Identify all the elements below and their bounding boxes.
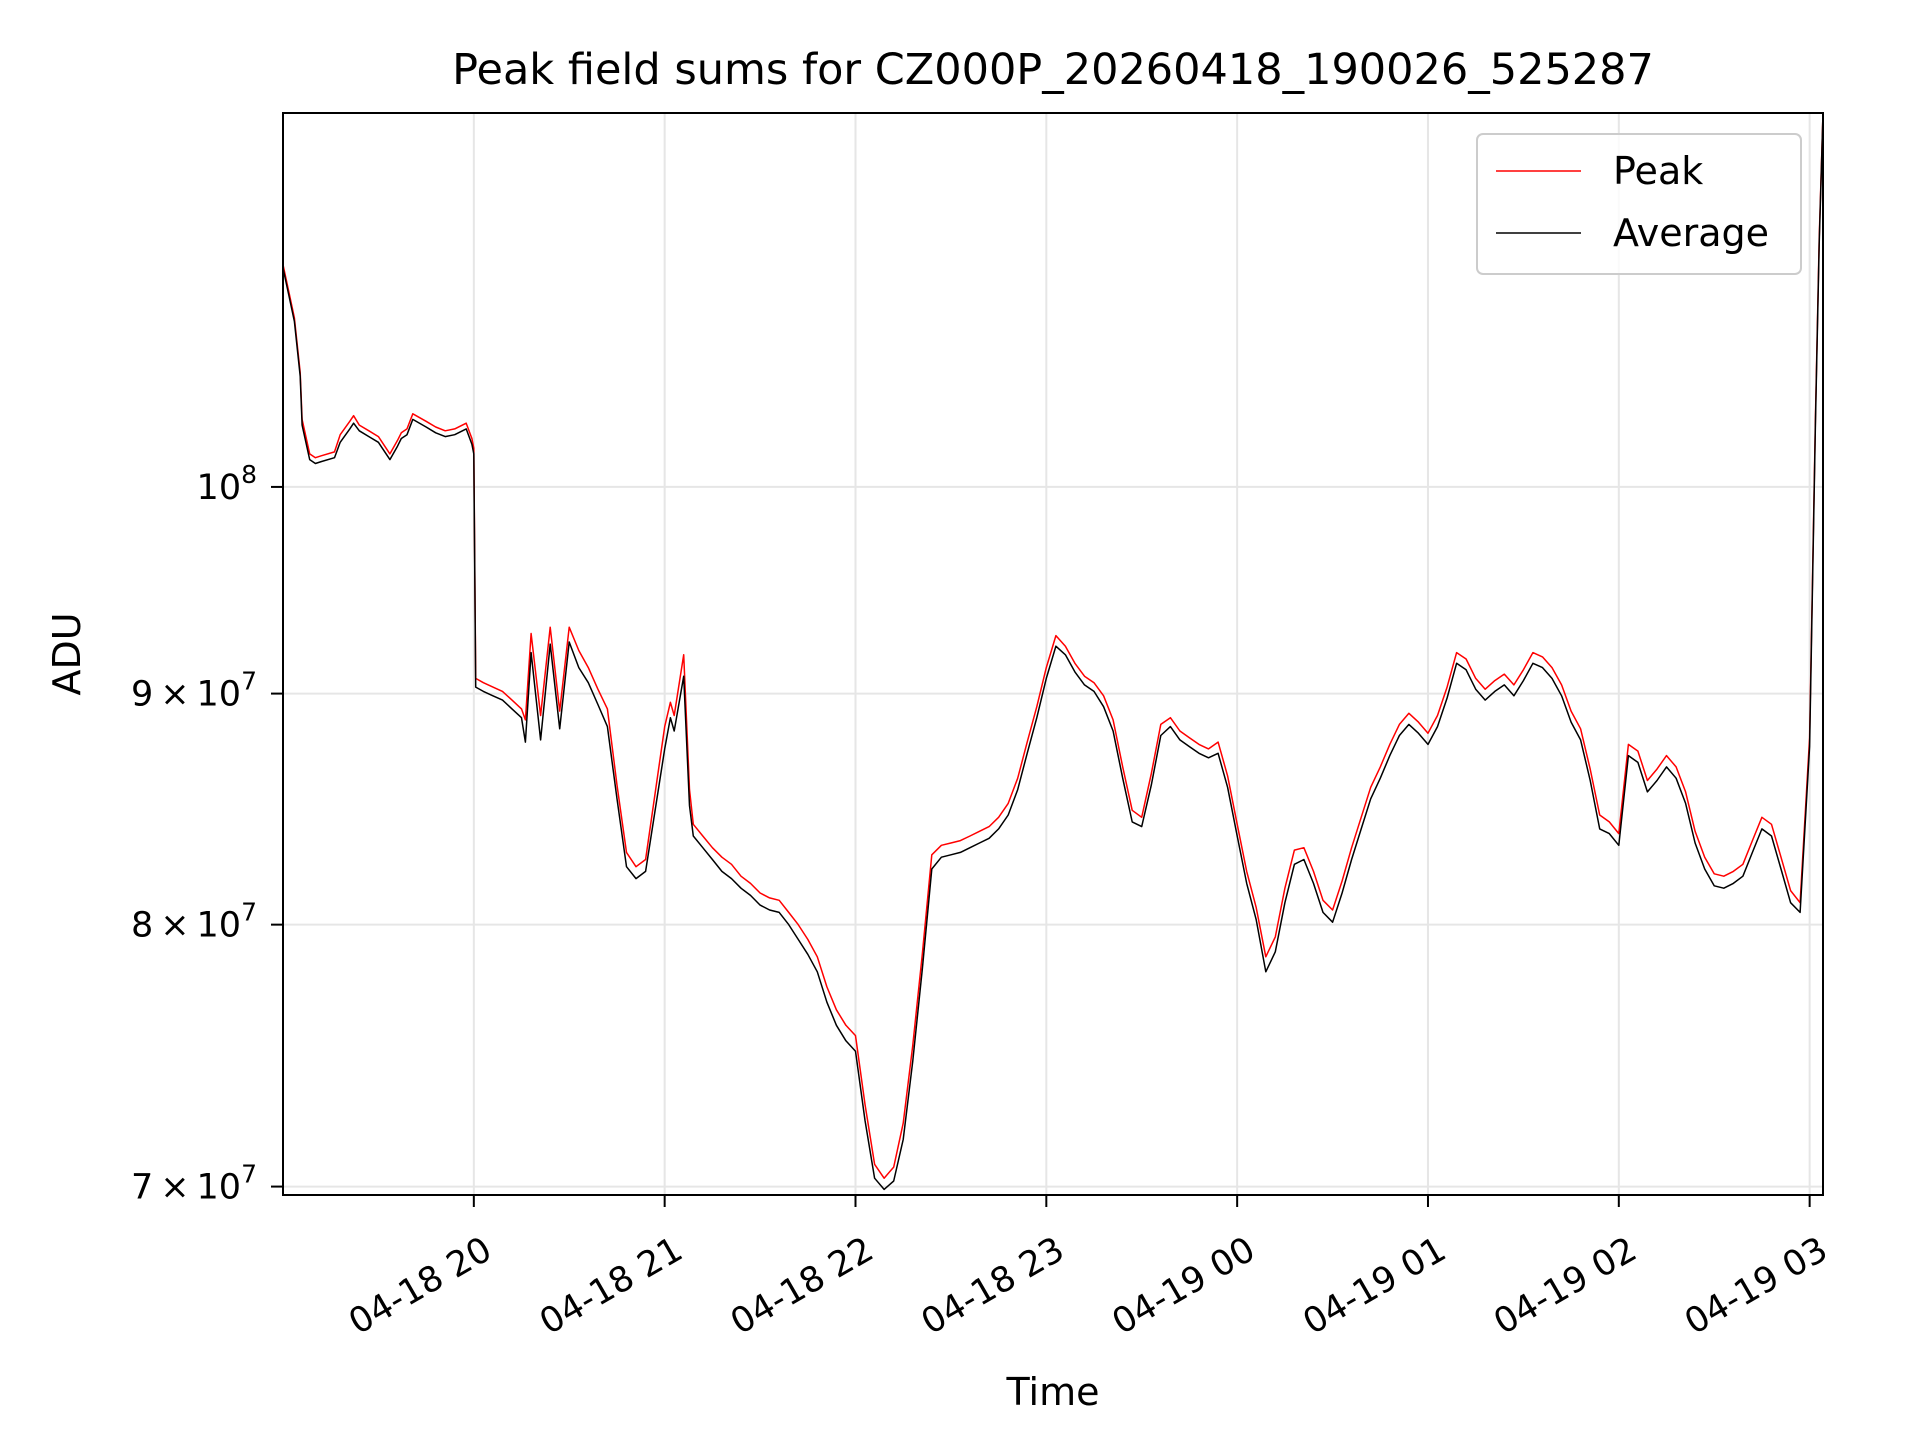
legend-label-average: Average: [1613, 211, 1769, 255]
series-line-peak: [282, 112, 1824, 1179]
plot-frame: [282, 112, 1824, 1196]
chart-title: Peak field sums for CZ000P_20260418_1900…: [452, 45, 1654, 95]
series-layer: [282, 112, 1824, 1191]
y-axis-label: ADU: [45, 612, 89, 695]
legend: Peak Average: [1476, 133, 1802, 275]
legend-box: [1476, 133, 1802, 275]
y-axis-ticks: 7 × 107 8 × 107 9 × 107 108: [131, 460, 283, 1208]
series-line-average: [282, 112, 1824, 1191]
y-tick-label: 108: [197, 460, 257, 508]
grid: [283, 113, 1823, 1195]
y-tick-label: 8 × 107: [131, 898, 257, 946]
y-tick-label: 7 × 107: [131, 1160, 257, 1208]
x-axis-label: Time: [1006, 1370, 1100, 1414]
y-tick-label: 9 × 107: [131, 667, 257, 715]
legend-label-peak: Peak: [1613, 149, 1703, 193]
